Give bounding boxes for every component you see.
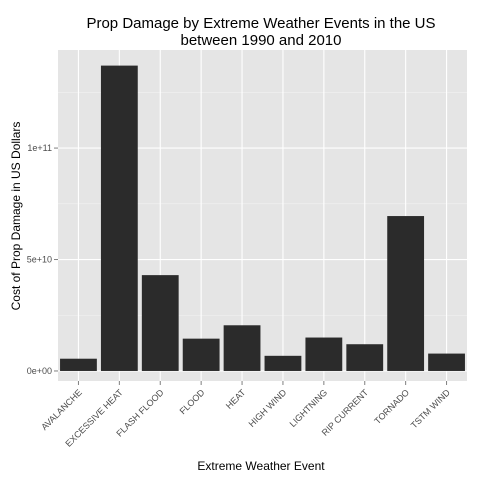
bar-tstm-wind (428, 353, 465, 371)
y-axis-title: Cost of Prop Damage in US Dollars (9, 122, 23, 311)
x-tick-label: HEAT (224, 387, 248, 411)
y-tick-label: 5e+10 (27, 255, 52, 265)
chart-title-line-1: Prop Damage by Extreme Weather Events in… (86, 15, 435, 32)
bar-excessive-heat (100, 65, 138, 371)
bar-tornado (387, 216, 425, 371)
y-tick-label: 0e+00 (27, 366, 52, 376)
x-axis-title: Extreme Weather Event (197, 459, 325, 473)
x-tick-label: FLOOD (178, 387, 207, 416)
bar-flash-flood (141, 275, 179, 371)
bar-rip-current (346, 344, 384, 371)
x-tick-label: TORNADO (372, 387, 411, 426)
x-tick-label: LIGHTNING (288, 387, 330, 429)
x-tick-label: HIGH WIND (247, 387, 289, 429)
y-tick-label: 1e+11 (27, 143, 52, 153)
x-tick-label: TSTM WIND (409, 387, 452, 430)
bar-heat (223, 325, 261, 371)
y-axis: 0e+00 5e+10 1e+11 (27, 143, 58, 376)
bar-avalanche (60, 358, 97, 371)
bar-flood (182, 338, 220, 371)
x-tick-label: AVALANCHE (39, 387, 84, 432)
bar-lightning (305, 337, 343, 371)
chart-title-line-2: between 1990 and 2010 (181, 32, 342, 49)
bar-series (60, 65, 465, 371)
bar-high-wind (264, 355, 302, 371)
